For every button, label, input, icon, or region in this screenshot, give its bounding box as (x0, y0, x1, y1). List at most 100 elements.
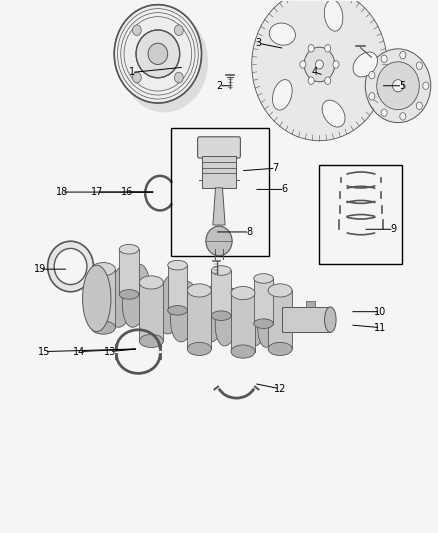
Circle shape (308, 77, 314, 84)
Ellipse shape (187, 284, 212, 297)
Text: 7: 7 (272, 163, 279, 173)
Text: 2: 2 (216, 81, 222, 91)
Ellipse shape (206, 226, 232, 256)
Ellipse shape (139, 334, 163, 348)
Ellipse shape (139, 276, 163, 289)
Circle shape (381, 55, 387, 62)
Ellipse shape (254, 273, 273, 283)
Bar (212, 270, 231, 316)
Ellipse shape (121, 11, 208, 112)
Ellipse shape (122, 264, 150, 327)
Text: 1: 1 (129, 68, 135, 77)
Bar (168, 265, 187, 310)
Ellipse shape (136, 30, 180, 78)
Bar (139, 282, 163, 341)
Ellipse shape (252, 0, 387, 141)
Circle shape (133, 25, 141, 36)
Bar (119, 249, 139, 294)
Bar (254, 278, 273, 324)
Text: 18: 18 (56, 187, 68, 197)
Ellipse shape (215, 288, 240, 346)
Ellipse shape (168, 261, 187, 270)
Circle shape (423, 82, 429, 90)
Circle shape (381, 109, 387, 116)
Ellipse shape (212, 311, 231, 320)
Text: 13: 13 (104, 346, 116, 357)
Circle shape (400, 51, 406, 59)
Text: 19: 19 (34, 264, 46, 274)
Circle shape (369, 93, 375, 100)
Ellipse shape (148, 43, 168, 64)
Text: 14: 14 (73, 346, 85, 357)
Ellipse shape (268, 284, 292, 297)
Ellipse shape (247, 288, 270, 346)
Ellipse shape (170, 281, 198, 342)
Text: 6: 6 (282, 184, 288, 195)
Ellipse shape (324, 0, 343, 31)
Circle shape (174, 25, 183, 36)
Text: 9: 9 (391, 224, 397, 235)
Bar (187, 290, 212, 349)
Circle shape (400, 112, 406, 120)
Ellipse shape (231, 287, 255, 300)
Ellipse shape (119, 245, 139, 254)
Text: 4: 4 (312, 68, 318, 77)
Ellipse shape (269, 23, 295, 45)
Circle shape (369, 71, 375, 79)
Text: 16: 16 (121, 187, 134, 197)
Circle shape (133, 72, 141, 83)
Bar (306, 301, 315, 308)
Ellipse shape (108, 264, 136, 327)
Bar (283, 307, 330, 333)
Text: 15: 15 (38, 346, 50, 357)
Circle shape (325, 45, 331, 52)
Circle shape (416, 62, 422, 69)
Ellipse shape (212, 266, 231, 275)
Circle shape (416, 102, 422, 109)
Bar (319, 165, 403, 264)
Bar (91, 269, 115, 328)
Circle shape (333, 61, 339, 68)
Ellipse shape (202, 281, 227, 342)
Text: 17: 17 (91, 187, 103, 197)
Bar (171, 128, 269, 256)
Polygon shape (213, 188, 225, 225)
Text: 3: 3 (255, 38, 261, 48)
Ellipse shape (365, 49, 431, 123)
Ellipse shape (254, 319, 273, 328)
Ellipse shape (54, 248, 87, 285)
Bar (231, 293, 255, 352)
Ellipse shape (91, 321, 115, 334)
Ellipse shape (187, 342, 212, 356)
Circle shape (308, 45, 314, 52)
Text: 5: 5 (399, 81, 406, 91)
Ellipse shape (304, 47, 335, 82)
Ellipse shape (392, 79, 403, 92)
Bar (202, 156, 236, 188)
Ellipse shape (272, 79, 292, 110)
Ellipse shape (119, 289, 139, 299)
Text: 12: 12 (274, 384, 286, 394)
Ellipse shape (231, 345, 255, 358)
Ellipse shape (268, 342, 292, 356)
Ellipse shape (322, 100, 345, 127)
Ellipse shape (353, 52, 378, 77)
Ellipse shape (315, 60, 323, 69)
Text: 10: 10 (374, 306, 387, 317)
Circle shape (174, 72, 183, 83)
Ellipse shape (48, 241, 93, 292)
Bar (268, 290, 292, 349)
Ellipse shape (325, 307, 336, 333)
Text: 8: 8 (247, 227, 253, 237)
FancyBboxPatch shape (198, 137, 240, 158)
Ellipse shape (82, 265, 111, 332)
Circle shape (325, 77, 331, 84)
Ellipse shape (258, 292, 281, 347)
Ellipse shape (157, 273, 184, 334)
Text: 11: 11 (374, 322, 387, 333)
Circle shape (300, 61, 306, 68)
Ellipse shape (168, 305, 187, 315)
Ellipse shape (91, 263, 115, 276)
Ellipse shape (377, 62, 419, 110)
Ellipse shape (114, 5, 201, 103)
